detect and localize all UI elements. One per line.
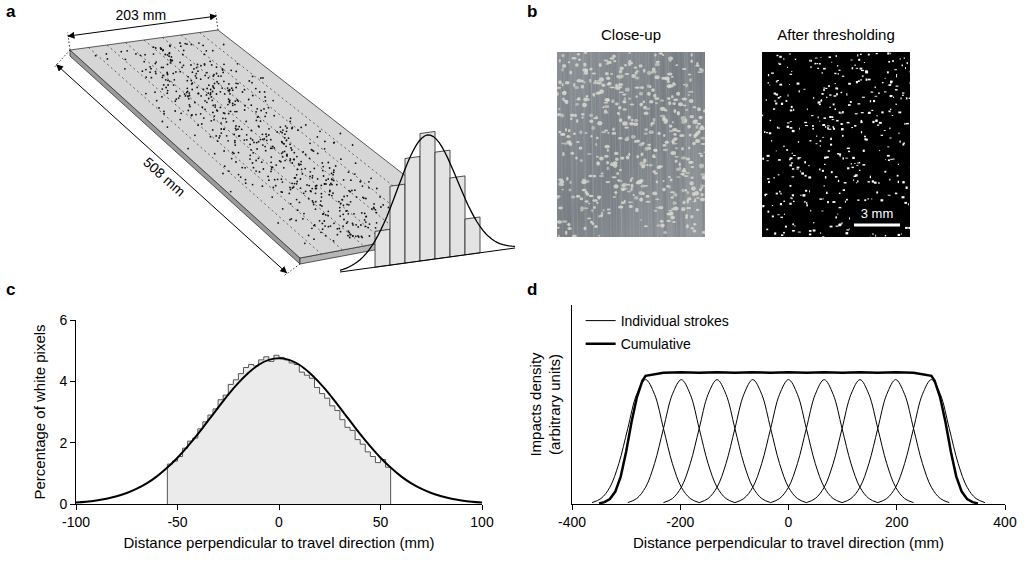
- svg-text:3 mm: 3 mm: [861, 206, 894, 221]
- svg-text:Distance perpendicular to trav: Distance perpendicular to travel directi…: [633, 534, 944, 551]
- svg-text:Cumulative: Cumulative: [621, 336, 691, 352]
- svg-text:-50: -50: [167, 514, 187, 530]
- svg-text:0: 0: [785, 514, 793, 530]
- svg-text:0: 0: [59, 496, 67, 512]
- svg-text:Close-up: Close-up: [601, 26, 661, 43]
- svg-text:After thresholding: After thresholding: [777, 26, 895, 43]
- svg-text:4: 4: [59, 373, 67, 389]
- svg-text:100: 100: [470, 514, 494, 530]
- html-text:d: d: [527, 280, 538, 299]
- svg-text:Individual strokes: Individual strokes: [621, 313, 729, 329]
- svg-text:508 mm: 508 mm: [140, 154, 188, 200]
- svg-text:6: 6: [59, 312, 67, 328]
- svg-text:-100: -100: [62, 514, 90, 530]
- svg-text:50: 50: [373, 514, 389, 530]
- html-text:b: b: [527, 2, 538, 21]
- svg-text:Distance perpendicular to trav: Distance perpendicular to travel directi…: [124, 534, 435, 551]
- svg-text:0: 0: [275, 514, 283, 530]
- svg-text:Impacts density(arbitrary unit: Impacts density(arbitrary units): [527, 352, 564, 457]
- svg-text:200: 200: [885, 514, 909, 530]
- svg-text:-200: -200: [666, 514, 694, 530]
- svg-text:Percentage of white pixels: Percentage of white pixels: [31, 324, 48, 499]
- svg-text:400: 400: [993, 514, 1017, 530]
- html-text:c: c: [6, 280, 16, 299]
- svg-text:-400: -400: [558, 514, 586, 530]
- html-text:a: a: [6, 2, 16, 21]
- svg-text:203 mm: 203 mm: [116, 7, 167, 23]
- svg-text:2: 2: [59, 435, 67, 451]
